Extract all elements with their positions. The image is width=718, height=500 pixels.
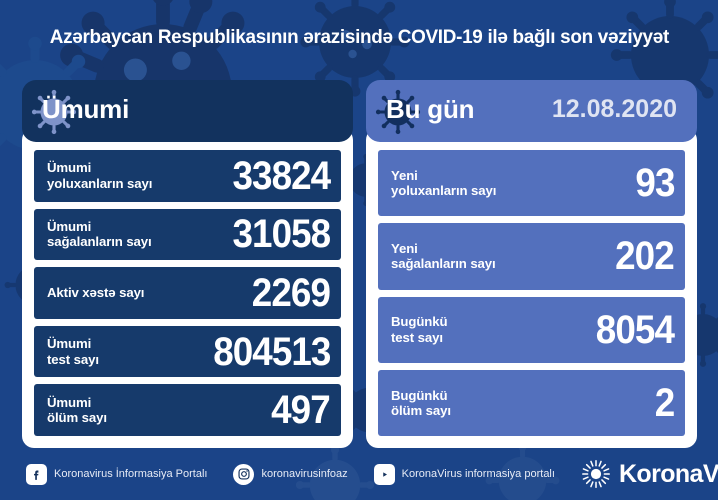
table-row: Ümumi sağalanların sayı 31058: [34, 208, 341, 261]
stat-label: Bugünkü test sayı: [391, 314, 448, 345]
panel-total-tab-label: Ümumi: [42, 93, 130, 124]
panel-today-tab-label: Bu gün: [386, 93, 475, 124]
panel-total-tab[interactable]: Ümumi: [22, 80, 353, 142]
stat-label: Ümumi sağalanların sayı: [47, 219, 152, 250]
social-label-instagram: koronavirusinfoaz: [261, 468, 348, 480]
stat-value: 31058: [232, 212, 331, 257]
stat-value: 33824: [232, 153, 331, 198]
table-row: Ümumi yoluxanların sayı 33824: [34, 150, 341, 202]
stat-label: Bugünkü ölüm sayı: [391, 387, 451, 418]
social-link-instagram[interactable]: koronavirusinfoaz: [233, 463, 348, 485]
stat-value: 8054: [595, 307, 675, 352]
stat-label: Yeni yoluxanların sayı: [391, 167, 497, 199]
instagram-icon: [233, 463, 255, 485]
stat-value: 2269: [251, 270, 331, 315]
page-title: Azərbaycan Respublikasının ərazisində CO…: [0, 27, 718, 49]
stat-value: 93: [634, 161, 675, 206]
table-row: Aktiv xəstə sayı 2269: [34, 267, 341, 319]
table-row: Bugünkü ölüm sayı 2: [378, 369, 685, 436]
panel-total-card: Ümumi yoluxanların sayı 33824 Ümumi sağa…: [22, 128, 353, 448]
panel-today: Bu gün 12.08.2020 Yeni yoluxanların sayı…: [366, 80, 697, 448]
table-row: Yeni sağalanların sayı 202: [378, 223, 685, 290]
virus-icon: [375, 89, 421, 135]
panel-today-tab[interactable]: Bu gün 12.08.2020: [366, 80, 697, 142]
footer: Koronavirus İnformasiya Portalı koronavi…: [0, 448, 718, 500]
social-label-youtube: KoronaVirus informasiya portalı: [401, 468, 555, 480]
table-row: Ümumi test sayı 804513: [34, 325, 341, 378]
stat-label: Yeni sağalanların sayı: [391, 241, 496, 272]
stat-label: Ümumi test sayı: [47, 336, 99, 367]
stat-label: Ümumi ölüm sayı: [47, 394, 107, 426]
table-row: Bugünkü test sayı 8054: [378, 296, 685, 363]
table-row: Ümumi ölüm sayı 497: [34, 384, 341, 436]
panel-total: Ümumi Ümumi yoluxanların sayı 33824 Ümum…: [22, 80, 353, 448]
stat-label: Aktiv xəstə sayı: [47, 285, 145, 301]
page-title-text: Azərbaycan Respublikasının ərazisində CO…: [49, 27, 669, 48]
virus-sunburst-icon: [581, 460, 610, 488]
stat-value: 2: [654, 380, 674, 425]
stat-value: 804513: [212, 329, 331, 374]
table-row: Yeni yoluxanların sayı 93: [378, 150, 685, 217]
stat-value: 202: [615, 234, 675, 279]
social-link-facebook[interactable]: Koronavirus İnformasiya Portalı: [26, 463, 208, 485]
brand-name-text: KoronaVirus: [618, 459, 718, 488]
panel-today-card: Yeni yoluxanların sayı 93 Yeni sağalanla…: [366, 128, 697, 448]
stat-value: 497: [271, 388, 331, 433]
panel-today-tab-date: 12.08.2020: [551, 94, 677, 123]
social-link-youtube[interactable]: KoronaVirus informasiya portalı: [373, 463, 555, 485]
stat-label: Ümumi yoluxanların sayı: [47, 160, 153, 191]
facebook-icon: [26, 463, 47, 485]
social-label-facebook: Koronavirus İnformasiya Portalı: [54, 468, 208, 480]
youtube-icon: [373, 463, 395, 485]
